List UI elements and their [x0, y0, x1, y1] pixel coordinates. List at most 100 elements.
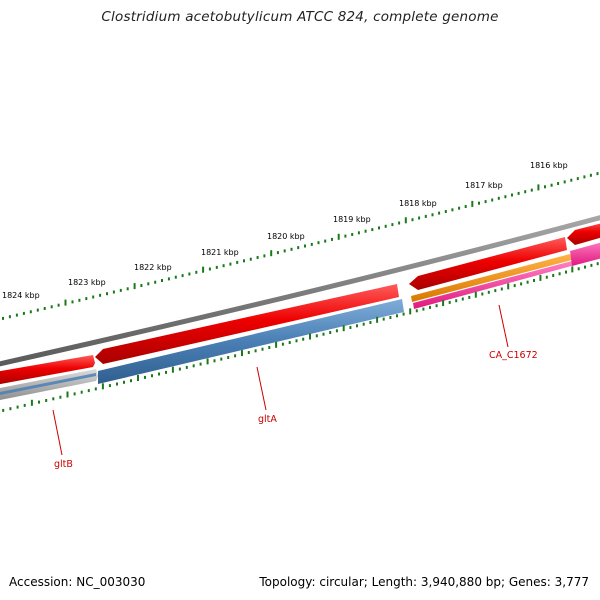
outer-ruler-minor-tick [8, 315, 11, 319]
outer-ruler-minor-tick [431, 213, 434, 217]
gltB-leader-line [52, 409, 63, 456]
inner-ruler-minor-tick [87, 389, 90, 393]
outer-ruler-minor-tick [418, 216, 421, 220]
cds-forward-edge [567, 223, 600, 245]
accession-text: Accession: NC_003030 [9, 575, 146, 589]
inner-ruler-major-tick [342, 325, 345, 332]
inner-ruler-major-tick [442, 300, 445, 307]
outer-ruler-minor-tick [530, 188, 533, 192]
inner-ruler-major-tick [171, 366, 174, 373]
outer-ruler-minor-tick [304, 244, 306, 248]
cds-forward-middle [95, 284, 399, 364]
outer-ruler-minor-tick [411, 218, 414, 222]
cds-gltA [98, 299, 404, 384]
outer-ruler-minor-tick [71, 300, 74, 304]
inner-ruler-minor-tick [178, 367, 181, 371]
outer-ruler-minor-tick [99, 293, 102, 297]
inner-ruler-minor-tick [16, 405, 19, 409]
outer-ruler-minor-tick [243, 259, 245, 263]
outer-ruler-minor-tick [484, 200, 487, 204]
gene-label-CA_C1672: CA_C1672 [489, 350, 538, 361]
outer-ruler-minor-tick [140, 284, 143, 287]
cds-gltB-inner [0, 373, 96, 396]
inner-ruler-minor-tick [596, 262, 599, 266]
outer-ruler-minor-tick [357, 231, 360, 235]
outer-ruler-minor-tick [491, 198, 494, 202]
inner-ruler-minor-tick [513, 284, 516, 288]
outer-ruler-minor-tick [29, 310, 32, 314]
inner-ruler-minor-tick [80, 390, 83, 394]
outer-ruler-minor-tick [563, 180, 566, 184]
outer-ruler-minor-tick [147, 282, 150, 286]
outer-ruler-minor-tick [78, 298, 81, 302]
inner-ruler-minor-tick [468, 295, 471, 299]
kbp-label-1820: 1820 kbp [267, 232, 305, 241]
inner-ruler-major-tick [275, 341, 278, 348]
outer-ruler-minor-tick [464, 205, 467, 208]
outer-ruler-minor-tick [444, 210, 447, 213]
inner-ruler-minor-tick [9, 407, 12, 411]
inner-ruler-minor-tick [362, 322, 365, 326]
gene-label-gltB: gltB [54, 459, 73, 470]
inner-ruler-minor-tick [435, 304, 438, 308]
outer-ruler-minor-tick [174, 275, 177, 279]
inner-ruler-minor-tick [322, 332, 325, 336]
outer-ruler-minor-tick [517, 191, 520, 195]
inner-ruler-minor-tick [558, 272, 561, 276]
outer-ruler-minor-tick [249, 257, 252, 261]
inner-ruler-minor-tick [494, 289, 497, 293]
outer-ruler-minor-tick [557, 182, 560, 185]
inner-ruler-minor-tick [422, 307, 425, 311]
inner-ruler-minor-tick [165, 370, 167, 374]
inner-ruler-minor-tick [220, 357, 223, 361]
outer-ruler-minor-tick [208, 267, 211, 271]
inner-ruler-major-tick [309, 333, 311, 340]
outer-ruler-minor-tick [583, 175, 586, 179]
outer-ruler-minor-tick [364, 229, 367, 233]
outer-ruler-minor-tick [391, 223, 394, 227]
outer-ruler-minor-tick [371, 228, 374, 232]
inner-ruler-minor-tick [38, 400, 40, 404]
outer-ruler-minor-tick [344, 234, 347, 238]
outer-ruler-minor-tick [229, 262, 232, 266]
CA_C1672-leader-line [498, 304, 509, 348]
outer-ruler-minor-tick [438, 211, 441, 215]
inner-ruler-minor-tick [73, 392, 76, 396]
kbp-label-1819: 1819 kbp [333, 215, 371, 224]
inner-ruler-minor-tick [520, 282, 523, 286]
outer-ruler-minor-tick [36, 308, 39, 312]
outer-ruler-minor-tick [181, 274, 184, 278]
inner-ruler-minor-tick [455, 299, 458, 303]
inner-ruler-major-tick [137, 375, 139, 381]
outer-ruler-minor-tick [92, 295, 95, 299]
inner-ruler-minor-tick [108, 384, 111, 388]
inner-ruler-minor-tick [461, 297, 464, 301]
inner-ruler-major-tick [507, 283, 510, 290]
cds-pink-edge [570, 242, 600, 266]
outer-ruler-minor-tick [576, 177, 579, 181]
outer-ruler-minor-tick [154, 280, 157, 284]
outer-ruler-major-tick [404, 217, 407, 224]
inner-ruler-minor-tick [94, 387, 97, 391]
kbp-label-1817: 1817 kbp [465, 181, 503, 190]
inner-ruler-minor-tick [552, 274, 555, 277]
outer-ruler-minor-tick [222, 264, 225, 268]
outer-ruler-minor-tick [351, 233, 354, 236]
outer-ruler-minor-tick [324, 239, 327, 243]
inner-ruler-minor-tick [356, 324, 358, 328]
outer-ruler-minor-tick [398, 221, 401, 225]
outer-ruler-minor-tick [596, 172, 599, 176]
kbp-label-1816: 1816 kbp [530, 161, 568, 170]
inner-ruler [2, 262, 599, 412]
inner-ruler-minor-tick [234, 354, 237, 358]
gene-label-gltA: gltA [258, 414, 277, 425]
outer-ruler-minor-tick [570, 178, 573, 182]
inner-ruler-major-tick [409, 308, 412, 315]
kbp-labels: 1816 kbp 1817 kbp 1818 kbp 1819 kbp 1820… [2, 161, 568, 300]
kbp-label-1823: 1823 kbp [68, 278, 106, 287]
inner-ruler-minor-tick [268, 346, 271, 349]
inner-ruler-minor-tick [369, 321, 372, 324]
cds-pink [413, 261, 575, 309]
inner-ruler-minor-tick [526, 280, 529, 284]
